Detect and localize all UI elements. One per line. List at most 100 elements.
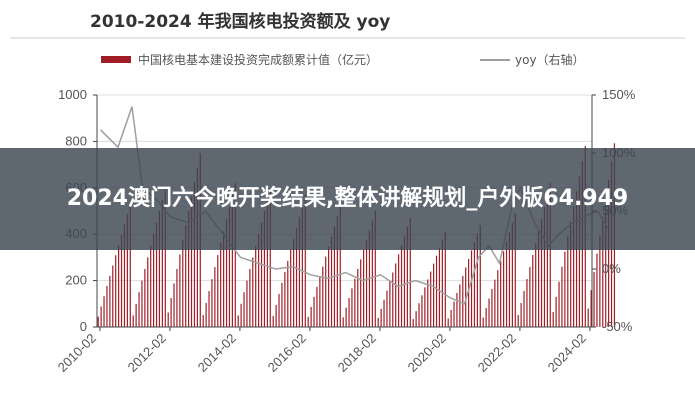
bar bbox=[313, 296, 315, 327]
bar bbox=[520, 303, 522, 327]
bar bbox=[316, 286, 318, 327]
bar bbox=[354, 278, 356, 327]
x-tick-label: 2016-02 bbox=[265, 331, 309, 375]
bar bbox=[421, 295, 423, 327]
bar bbox=[249, 269, 251, 327]
bar bbox=[406, 227, 408, 327]
bar bbox=[179, 254, 181, 327]
bar bbox=[371, 220, 373, 327]
bar bbox=[298, 216, 301, 327]
bar bbox=[377, 317, 379, 327]
bar bbox=[552, 311, 554, 327]
bar bbox=[511, 222, 513, 327]
bar bbox=[310, 306, 312, 327]
bar bbox=[517, 315, 519, 327]
bar bbox=[234, 183, 236, 327]
bar bbox=[380, 308, 382, 327]
bar bbox=[307, 316, 309, 327]
bar bbox=[228, 207, 231, 327]
x-tick-label: 2014-02 bbox=[195, 331, 239, 375]
bar bbox=[476, 233, 478, 327]
bar bbox=[485, 308, 487, 327]
right-tick-label: 150% bbox=[602, 87, 636, 102]
legend-line-label: yoy（右轴） bbox=[515, 52, 585, 67]
bar bbox=[514, 213, 516, 327]
x-tick-label: 2024-02 bbox=[545, 331, 589, 375]
legend-bar-label: 中国核电基本建设投资完成额累计值（亿元） bbox=[138, 52, 378, 67]
bar bbox=[100, 306, 102, 327]
bar bbox=[252, 257, 254, 327]
bar bbox=[272, 315, 274, 327]
bar bbox=[170, 298, 172, 327]
bar bbox=[237, 315, 239, 327]
bar bbox=[240, 303, 242, 327]
bar bbox=[129, 204, 131, 327]
bar bbox=[266, 199, 268, 327]
bar bbox=[115, 255, 117, 327]
bar bbox=[535, 243, 537, 327]
bar bbox=[564, 251, 566, 327]
bar bbox=[304, 194, 306, 327]
bar bbox=[526, 279, 528, 327]
bar bbox=[433, 263, 435, 327]
bar bbox=[161, 199, 163, 327]
bar bbox=[561, 266, 563, 327]
x-tick-label: 2018-02 bbox=[335, 331, 379, 375]
bar bbox=[409, 217, 411, 327]
bar bbox=[395, 263, 397, 327]
bar bbox=[523, 291, 525, 327]
bar bbox=[351, 288, 353, 327]
bar bbox=[450, 309, 452, 327]
left-tick-label: 1000 bbox=[58, 87, 87, 102]
bar bbox=[97, 316, 99, 327]
bar bbox=[220, 243, 222, 327]
bar bbox=[155, 222, 158, 327]
bar bbox=[473, 241, 476, 327]
bar bbox=[135, 303, 137, 327]
bar bbox=[500, 260, 502, 327]
right-tick-label: 0% bbox=[602, 261, 621, 276]
bar bbox=[418, 303, 420, 327]
bar bbox=[438, 247, 441, 327]
bar bbox=[447, 318, 449, 327]
bar bbox=[325, 256, 327, 327]
bar bbox=[150, 245, 152, 327]
bar bbox=[260, 222, 263, 327]
bar bbox=[543, 207, 546, 327]
bar bbox=[173, 283, 175, 327]
bar bbox=[494, 279, 496, 327]
bar bbox=[348, 298, 350, 327]
bar bbox=[132, 315, 134, 327]
bar bbox=[223, 231, 225, 327]
bar bbox=[608, 180, 610, 327]
bar bbox=[284, 271, 286, 327]
bar bbox=[549, 183, 551, 327]
bar bbox=[281, 282, 283, 327]
bar bbox=[435, 255, 438, 327]
bar bbox=[383, 299, 385, 327]
legend-bar-swatch bbox=[101, 56, 131, 63]
bar bbox=[389, 281, 391, 327]
bar bbox=[120, 234, 123, 327]
bar bbox=[587, 308, 589, 327]
bar bbox=[400, 245, 403, 327]
bar bbox=[497, 270, 499, 327]
bar bbox=[459, 284, 461, 327]
bar bbox=[214, 267, 216, 327]
bar bbox=[596, 253, 598, 327]
bar bbox=[153, 234, 155, 327]
bar bbox=[605, 198, 607, 327]
bar bbox=[357, 269, 359, 327]
bar bbox=[246, 280, 248, 327]
bar bbox=[505, 241, 508, 327]
bar bbox=[182, 240, 184, 327]
bar bbox=[567, 236, 569, 327]
bar bbox=[336, 216, 338, 327]
bar bbox=[322, 266, 324, 327]
bar bbox=[290, 249, 292, 327]
bar bbox=[293, 238, 295, 327]
bar bbox=[328, 246, 330, 327]
bar bbox=[538, 231, 540, 327]
bar bbox=[269, 187, 271, 327]
bar bbox=[301, 205, 303, 327]
